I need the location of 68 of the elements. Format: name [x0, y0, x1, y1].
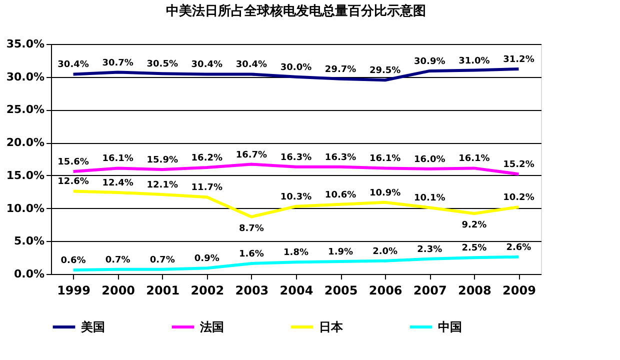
data-label: 10.3%: [280, 192, 312, 202]
data-label: 31.2%: [503, 54, 534, 65]
data-label: 15.9%: [146, 156, 178, 166]
data-label: 29.7%: [324, 64, 356, 75]
data-label: 16.3%: [324, 152, 356, 163]
data-label: 16.3%: [280, 152, 312, 163]
data-label: 30.9%: [414, 56, 446, 67]
chart-title: 中美法日所占全球核电发电总量百分比示意图: [166, 3, 426, 19]
data-label: 10.9%: [369, 188, 401, 198]
data-label: 10.6%: [324, 190, 356, 200]
y-tick-label: 35.0%: [6, 38, 44, 50]
data-label: 16.2%: [191, 154, 223, 164]
y-tick-label: 25.0%: [6, 103, 44, 116]
data-label: 9.2%: [462, 220, 487, 231]
y-tick-label: 5.0%: [14, 234, 44, 248]
data-label: 0.9%: [194, 254, 220, 264]
y-tick-label: 10.0%: [6, 202, 44, 215]
data-label: 10.1%: [414, 194, 446, 204]
legend-label: 美国: [80, 320, 105, 334]
y-tick-label: 20.0%: [6, 136, 44, 150]
data-label: 11.7%: [191, 183, 223, 194]
y-tick-label: 15.0%: [6, 168, 44, 182]
data-label: 30.5%: [146, 60, 178, 70]
x-tick-label: 2005: [324, 284, 358, 298]
x-tick-label: 2002: [190, 284, 224, 298]
data-label: 16.1%: [458, 154, 490, 164]
y-tick-label: 30.0%: [6, 70, 44, 84]
x-tick-label: 2007: [413, 284, 447, 298]
x-tick-label: 2000: [102, 284, 136, 298]
data-label: 0.7%: [150, 255, 175, 266]
data-label: 0.6%: [60, 256, 86, 266]
x-tick-label: 2004: [280, 284, 314, 298]
data-label: 16.0%: [414, 154, 446, 165]
legend-label: 法国: [199, 320, 224, 334]
x-tick-label: 2006: [368, 284, 402, 298]
data-label: 1.8%: [284, 248, 308, 258]
data-label: 1.9%: [328, 248, 354, 258]
x-tick-label: 2003: [235, 284, 269, 298]
data-label: 1.6%: [238, 249, 264, 260]
data-label: 16.1%: [102, 154, 134, 164]
x-tick-label: 1999: [57, 284, 90, 298]
data-label: 8.7%: [238, 224, 264, 234]
data-label: 2.6%: [506, 242, 532, 253]
data-label: 12.6%: [58, 177, 89, 188]
data-label: 2.3%: [417, 244, 442, 255]
data-label: 30.4%: [236, 60, 268, 70]
x-tick-label: 2008: [458, 284, 492, 298]
data-label: 15.2%: [503, 160, 534, 170]
data-label: 16.1%: [369, 154, 401, 164]
data-label: 10.2%: [503, 192, 534, 203]
data-label: 12.4%: [102, 178, 134, 189]
data-label: 29.5%: [369, 66, 401, 76]
data-label: 31.0%: [458, 56, 490, 66]
data-label: 30.4%: [58, 60, 89, 70]
legend-label: 日本: [319, 320, 344, 334]
data-label: 30.0%: [280, 62, 312, 73]
data-label: 15.6%: [58, 157, 89, 168]
data-label: 30.7%: [102, 58, 134, 68]
data-label: 2.5%: [462, 244, 487, 254]
data-label: 16.7%: [236, 150, 268, 160]
data-label: 2.0%: [372, 246, 398, 257]
data-label: 0.7%: [105, 255, 130, 266]
x-tick-label: 2009: [502, 284, 536, 298]
data-label: 12.1%: [146, 180, 178, 190]
legend-label: 中国: [438, 320, 462, 334]
data-label: 30.4%: [191, 60, 223, 70]
y-tick-label: 0.0%: [14, 268, 44, 280]
x-tick-label: 2001: [146, 284, 180, 298]
